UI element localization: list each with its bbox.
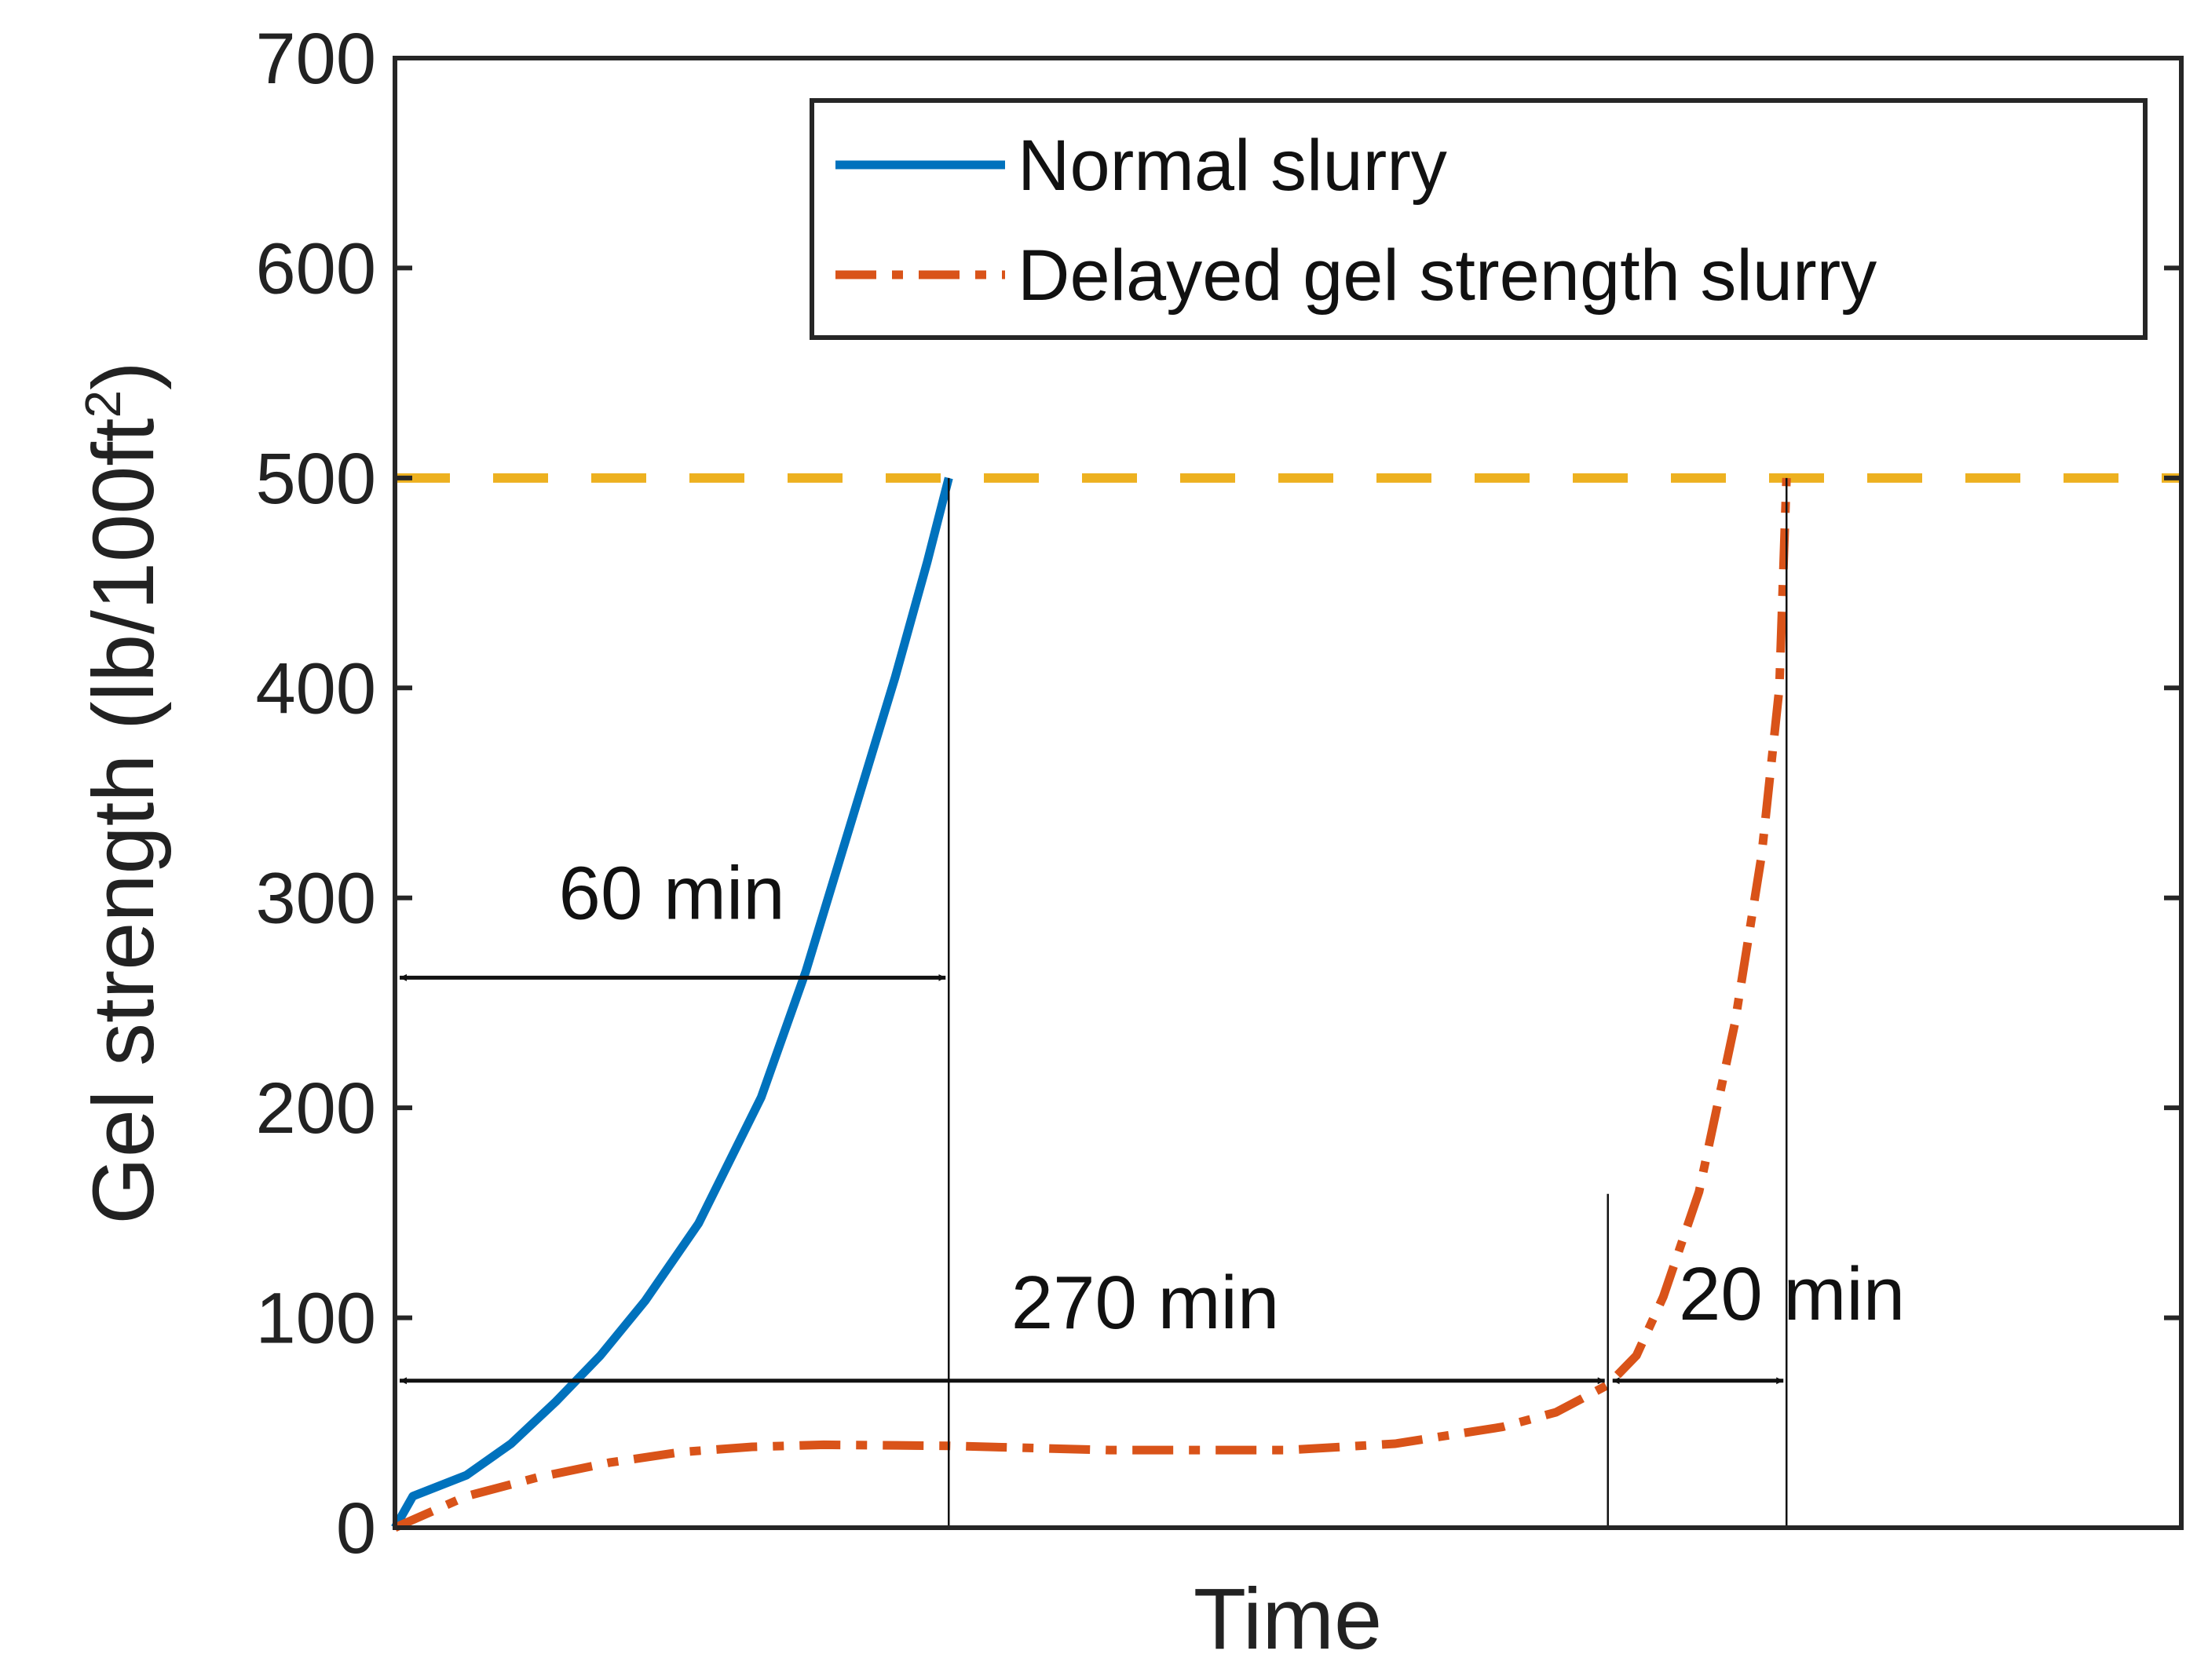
reference-lines xyxy=(948,477,1788,1528)
annotation-label-270-min: 270 min xyxy=(1011,1261,1280,1345)
series-layer xyxy=(391,473,2181,1532)
y-tick-label-0: 0 xyxy=(336,1488,376,1569)
x-axis-title: Time xyxy=(1194,1571,1382,1667)
y-axis-title: Gel strength (lb/100ft2) xyxy=(75,361,172,1224)
y-tick-label-200: 200 xyxy=(256,1068,377,1149)
series-line-normal-slurry xyxy=(391,477,953,1530)
y-axis-ticks: 0 100 200 300 400 500 600 700 xyxy=(256,19,2181,1569)
y-axis-title-superscript: 2 xyxy=(75,390,131,418)
y-tick-label-600: 600 xyxy=(256,228,377,309)
y-tick-label-700: 700 xyxy=(256,19,377,99)
series-line-delayed-gel-strength-slurry xyxy=(393,477,1791,1532)
axes-frame xyxy=(393,56,2184,1530)
legend: Normal slurry Delayed gel strength slurr… xyxy=(810,98,2148,340)
annotation-label-60-min: 60 min xyxy=(559,851,785,935)
y-tick-label-400: 400 xyxy=(256,648,377,729)
annotation-label-20-min: 20 min xyxy=(1679,1252,1905,1336)
legend-box xyxy=(810,98,2148,340)
legend-label-delayed-slurry: Delayed gel strength slurry xyxy=(1018,236,1877,316)
legend-label-normal-slurry: Normal slurry xyxy=(1018,126,1447,206)
annotations: 60 min 270 min 20 min xyxy=(400,851,1905,1385)
y-tick-label-300: 300 xyxy=(256,859,377,939)
y-axis-title-close: ) xyxy=(75,361,172,390)
y-axis-title-main: Gel strength (lb/100ft xyxy=(75,418,172,1225)
y-tick-label-100: 100 xyxy=(256,1279,377,1359)
y-tick-label-500: 500 xyxy=(256,439,377,519)
